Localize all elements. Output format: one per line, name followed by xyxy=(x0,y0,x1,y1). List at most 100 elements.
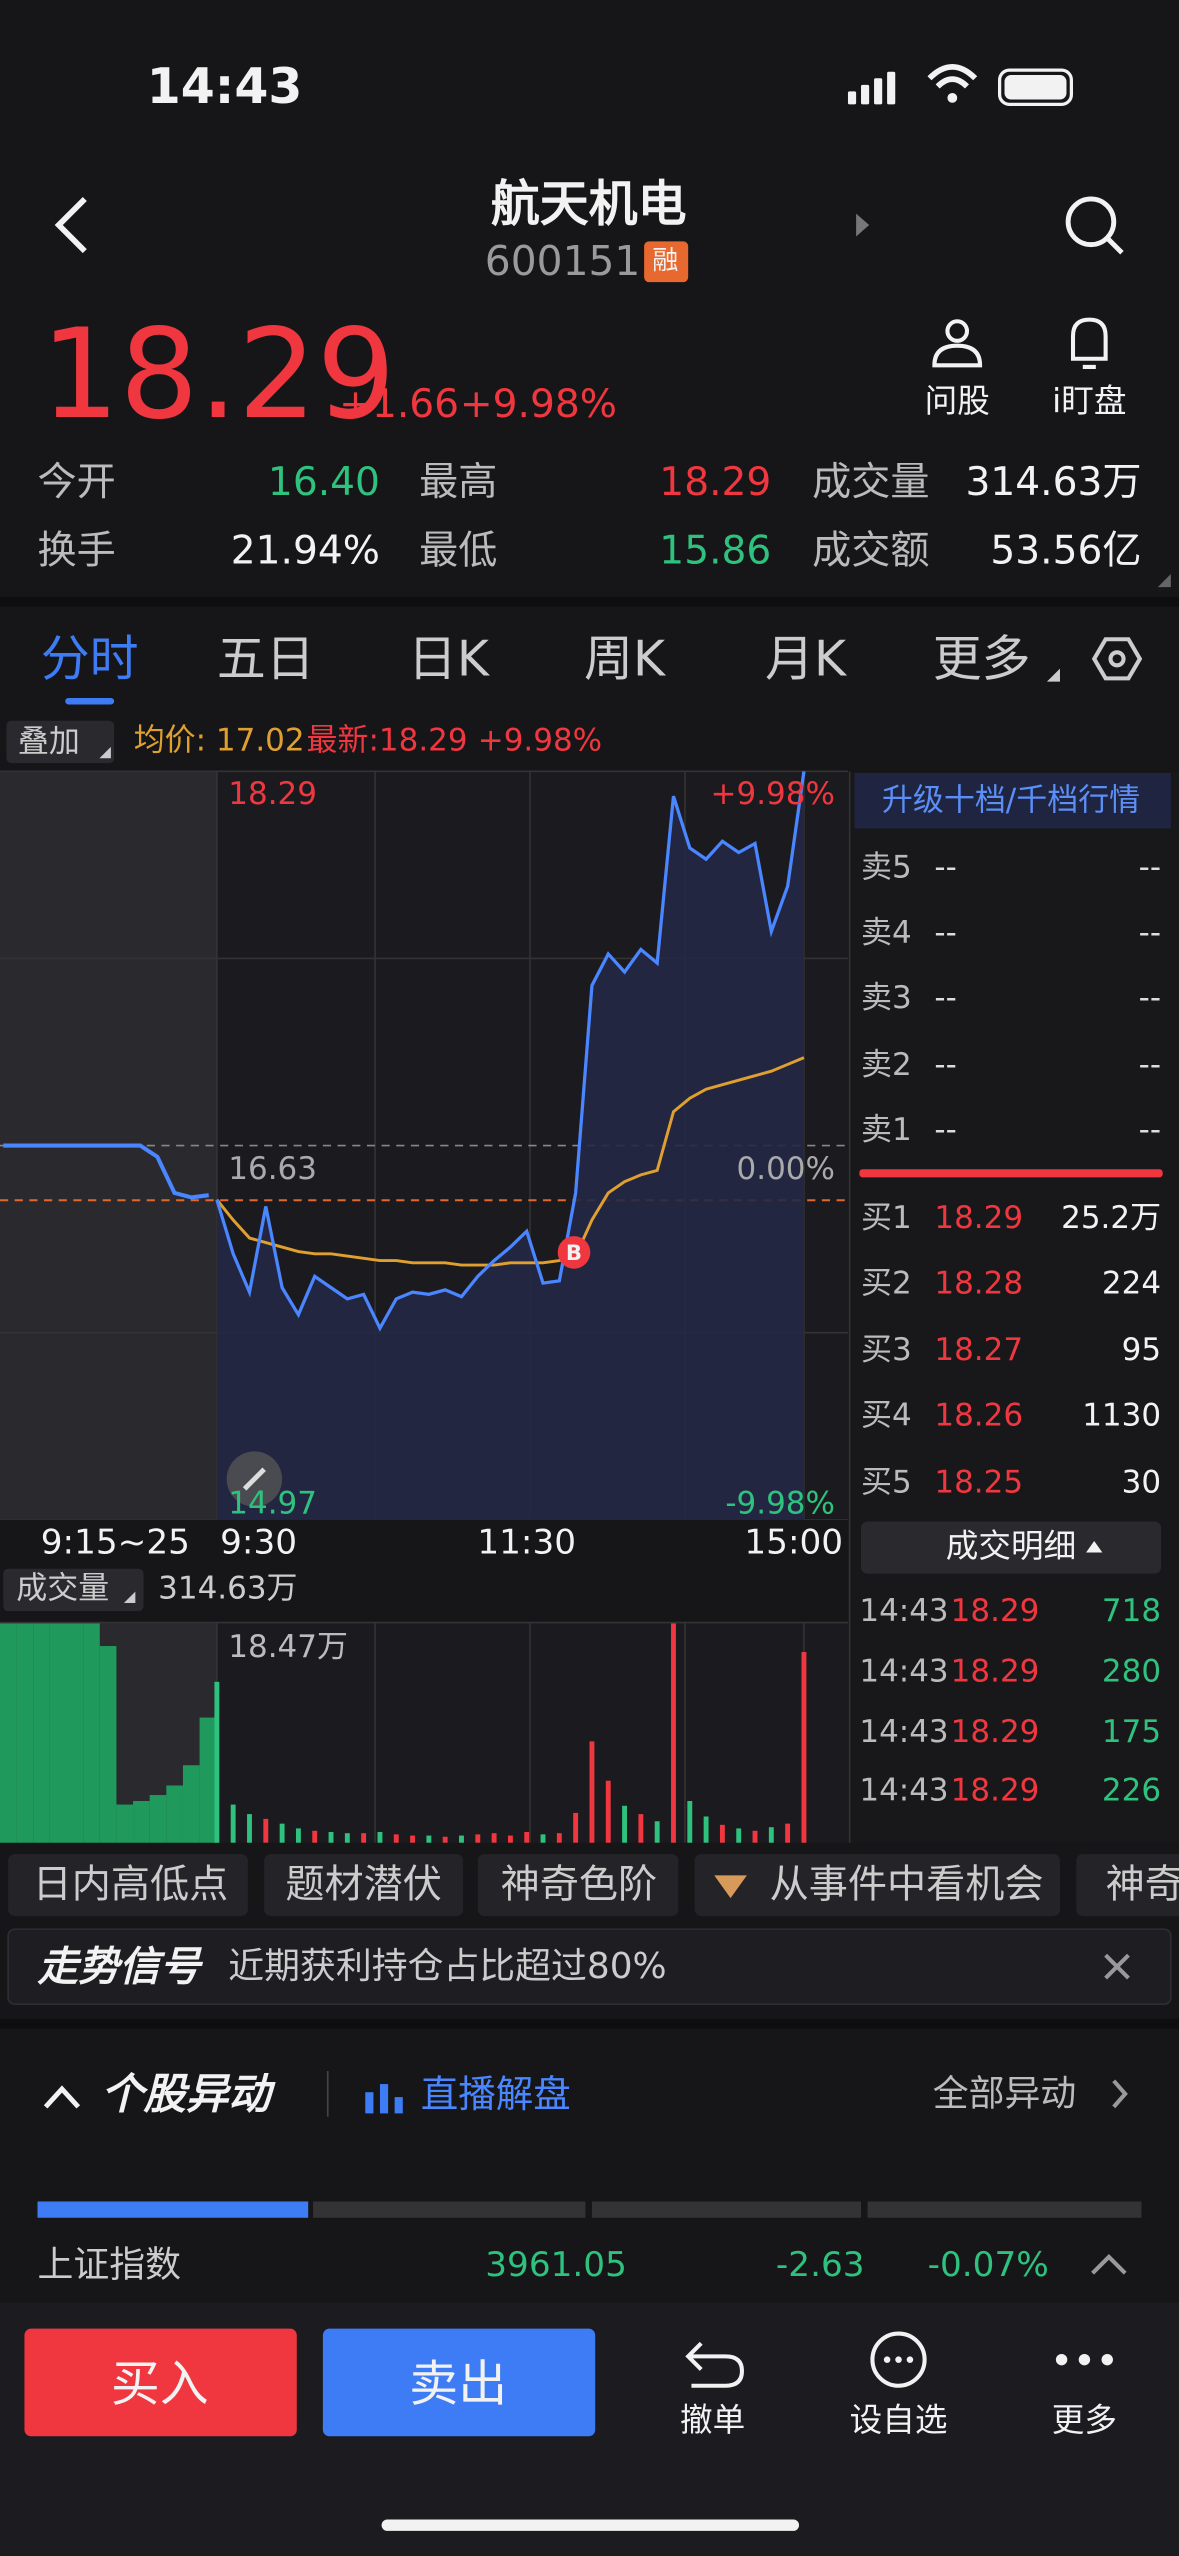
collapse-chevron[interactable] xyxy=(43,2085,81,2109)
spread-bar xyxy=(859,1169,1163,1178)
tab[interactable]: 周K xyxy=(584,630,667,687)
sell-label[interactable]: 卖出 xyxy=(409,2356,507,2413)
overlay-button[interactable] xyxy=(6,720,115,764)
toolbar-label[interactable]: 设自选 xyxy=(850,2401,948,2439)
price-area xyxy=(216,771,804,1520)
clock: 14:43 xyxy=(147,58,303,115)
stock-name: 航天机电 xyxy=(491,175,687,232)
volume-bar xyxy=(589,1741,595,1843)
orderbook-bg xyxy=(849,771,1179,1843)
buy-button[interactable] xyxy=(24,2328,297,2437)
ask-volume: -- xyxy=(1139,1112,1161,1148)
change-pct: +9.98% xyxy=(460,382,617,427)
buy-label[interactable]: 买入 xyxy=(111,2356,209,2413)
y-tick-label: 16.63 xyxy=(228,1151,317,1187)
live-link[interactable]: 直播解盘 xyxy=(421,2072,571,2116)
signal-text: 近期获利持仓占比超过80% xyxy=(228,1946,666,1987)
latest-pct: +9.98% xyxy=(478,722,602,758)
ask-price: -- xyxy=(934,1047,956,1083)
pct-label: -9.98% xyxy=(725,1486,835,1522)
signal-title: 走势信号 xyxy=(37,1943,204,1991)
volume-bar xyxy=(295,1828,301,1843)
trades-title[interactable]: 成交明细 xyxy=(946,1527,1076,1565)
chip-bg[interactable] xyxy=(477,1854,679,1917)
tab[interactable]: 更多 xyxy=(933,630,1031,687)
wifi-dot xyxy=(947,92,958,103)
avg-line xyxy=(215,1056,805,1267)
stat-label: 最高 xyxy=(419,460,497,505)
volume-label-bg[interactable] xyxy=(3,1568,144,1612)
volume-bar xyxy=(149,1795,167,1843)
volume-bar xyxy=(573,1812,579,1843)
chip-bg[interactable] xyxy=(1076,1854,1179,1917)
ask-level: 卖3 xyxy=(861,980,912,1016)
watch-dot xyxy=(895,2356,902,2363)
stat-value: 15.86 xyxy=(659,529,771,574)
trades-button[interactable] xyxy=(861,1521,1162,1574)
back-button[interactable] xyxy=(54,196,87,254)
search-button[interactable] xyxy=(1065,196,1117,248)
toolbar-label[interactable]: 更多 xyxy=(1052,2401,1117,2439)
chip[interactable]: 神奇色阶 xyxy=(501,1863,658,1908)
signal-bar xyxy=(887,71,896,105)
badge-bg xyxy=(644,241,689,283)
stat-value: 314.63万 xyxy=(965,460,1141,505)
y-tick-label: 18.29 xyxy=(228,776,317,812)
settings-icon[interactable] xyxy=(1091,637,1143,681)
marker-label: B xyxy=(566,1240,582,1265)
chip[interactable]: 从事件中看机会 xyxy=(770,1863,1044,1908)
signal-bar xyxy=(861,84,870,105)
close-button[interactable] xyxy=(1104,1953,1130,1980)
volume-bar xyxy=(785,1823,791,1843)
volume-bar xyxy=(328,1831,334,1843)
sell-button[interactable] xyxy=(322,2328,596,2437)
all-link[interactable]: 全部异动 xyxy=(933,2073,1076,2114)
bid-price: 18.29 xyxy=(934,1200,1023,1236)
tab[interactable]: 分时 xyxy=(41,630,139,687)
volume-label: 成交量 xyxy=(16,1570,109,1606)
volume-bar xyxy=(182,1765,200,1843)
overlay-label: 叠加 xyxy=(18,724,80,760)
trade-marker xyxy=(557,1236,591,1269)
stat-label: 换手 xyxy=(38,529,116,574)
chip-bg[interactable] xyxy=(694,1854,1060,1917)
chip[interactable]: 神奇 xyxy=(1106,1863,1179,1908)
next-arrow[interactable] xyxy=(856,213,870,237)
chip-bg[interactable] xyxy=(264,1854,464,1917)
live-icon xyxy=(365,2092,374,2114)
tab[interactable]: 月K xyxy=(765,630,848,687)
chip[interactable]: 题材潜伏 xyxy=(285,1863,442,1908)
volume-bar xyxy=(752,1830,758,1843)
tab[interactable]: 日K xyxy=(408,630,491,687)
x-tick-label: 9:30 xyxy=(220,1523,297,1563)
stat-value: 16.40 xyxy=(268,460,380,505)
volume-bar xyxy=(768,1827,774,1843)
volume-bar xyxy=(801,1652,807,1843)
volume-bar xyxy=(605,1780,611,1843)
trade-price: 18.29 xyxy=(951,1773,1040,1809)
index-change: -2.63 xyxy=(776,2245,865,2285)
watch-dot xyxy=(883,2356,891,2363)
settings-dot xyxy=(1108,650,1126,668)
ask-level: 卖2 xyxy=(861,1047,912,1083)
toolbar-label[interactable]: 撤单 xyxy=(680,2401,745,2439)
action-label[interactable]: i盯盘 xyxy=(1052,382,1126,420)
volume-bar xyxy=(133,1800,150,1843)
action-label[interactable]: 问股 xyxy=(925,382,990,420)
progress-segment xyxy=(867,2201,1142,2218)
chip-bg[interactable] xyxy=(8,1854,248,1917)
chip[interactable]: 日内高低点 xyxy=(33,1863,229,1908)
volume-bar xyxy=(671,1623,676,1843)
time-axis-bg xyxy=(0,1519,848,1566)
tab[interactable]: 五日 xyxy=(217,630,315,687)
ask-level: 卖4 xyxy=(861,915,912,951)
index-value: 3961.05 xyxy=(485,2245,627,2285)
upgrade-banner[interactable] xyxy=(854,772,1171,829)
ask-icon xyxy=(945,319,970,343)
upgrade-link[interactable]: 升级十档/千档行情 xyxy=(882,783,1140,819)
expand-chevron[interactable] xyxy=(1091,2254,1127,2275)
anomaly-title: 个股异动 xyxy=(101,2069,276,2118)
volume-bar xyxy=(230,1804,236,1843)
volume-bar xyxy=(654,1821,660,1843)
